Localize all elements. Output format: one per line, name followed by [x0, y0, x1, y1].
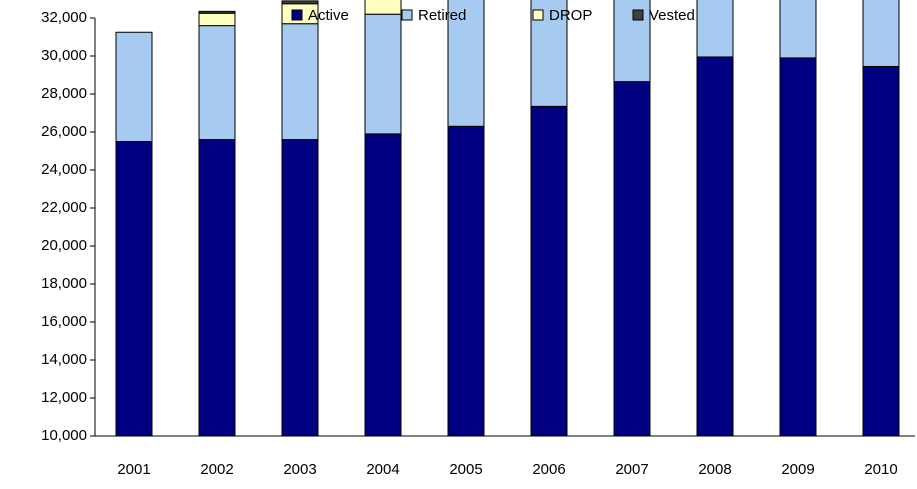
bar-segment	[696, 56, 734, 437]
legend-label: Retired	[418, 7, 466, 24]
bar-segment	[281, 23, 319, 141]
x-tick-label: 2006	[532, 461, 565, 478]
bar-segment	[530, 0, 568, 107]
x-tick-label: 2005	[449, 461, 482, 478]
y-tick-label: 24,000	[41, 161, 87, 178]
bar-segment	[779, 0, 817, 59]
x-tick-label: 2003	[283, 461, 316, 478]
bar-segment	[198, 139, 236, 437]
y-tick-label: 10,000	[41, 427, 87, 444]
bar-segment	[364, 133, 402, 437]
legend-label: Active	[308, 7, 349, 24]
legend-swatch	[632, 9, 644, 21]
bar-segment	[447, 125, 485, 437]
x-tick-label: 2010	[864, 461, 897, 478]
bar-segment	[696, 0, 734, 58]
bar-segment	[198, 25, 236, 141]
x-tick-label: 2001	[117, 461, 150, 478]
legend-swatch	[401, 9, 413, 21]
bar-segment	[115, 141, 153, 437]
bar-segment	[364, 13, 402, 135]
bar-segment	[115, 31, 153, 142]
bar-segment	[198, 12, 236, 27]
bar-segment	[281, 0, 319, 5]
x-tick-label: 2007	[615, 461, 648, 478]
bar-segment	[530, 105, 568, 437]
bar-segment	[281, 139, 319, 437]
y-tick-label: 16,000	[41, 313, 87, 330]
x-tick-label: 2004	[366, 461, 399, 478]
bar-segment	[779, 57, 817, 437]
y-tick-label: 12,000	[41, 389, 87, 406]
x-tick-label: 2002	[200, 461, 233, 478]
y-tick-label: 32,000	[41, 9, 87, 26]
bar-segment	[613, 81, 651, 437]
bar-segment	[198, 10, 236, 14]
y-tick-label: 22,000	[41, 199, 87, 216]
bar-segment	[447, 0, 485, 127]
bar-segment	[364, 0, 402, 15]
y-tick-label: 26,000	[41, 123, 87, 140]
y-tick-label: 30,000	[41, 47, 87, 64]
x-tick-label: 2009	[781, 461, 814, 478]
legend-swatch	[532, 9, 544, 21]
bar-segment	[862, 0, 900, 67]
y-tick-label: 14,000	[41, 351, 87, 368]
bar-segment	[613, 0, 651, 83]
legend-label: Vested	[649, 7, 695, 24]
y-tick-label: 18,000	[41, 275, 87, 292]
x-tick-label: 2008	[698, 461, 731, 478]
legend-label: DROP	[549, 7, 592, 24]
y-tick-label: 28,000	[41, 85, 87, 102]
bar-segment	[862, 65, 900, 437]
y-tick-label: 20,000	[41, 237, 87, 254]
legend-swatch	[291, 9, 303, 21]
